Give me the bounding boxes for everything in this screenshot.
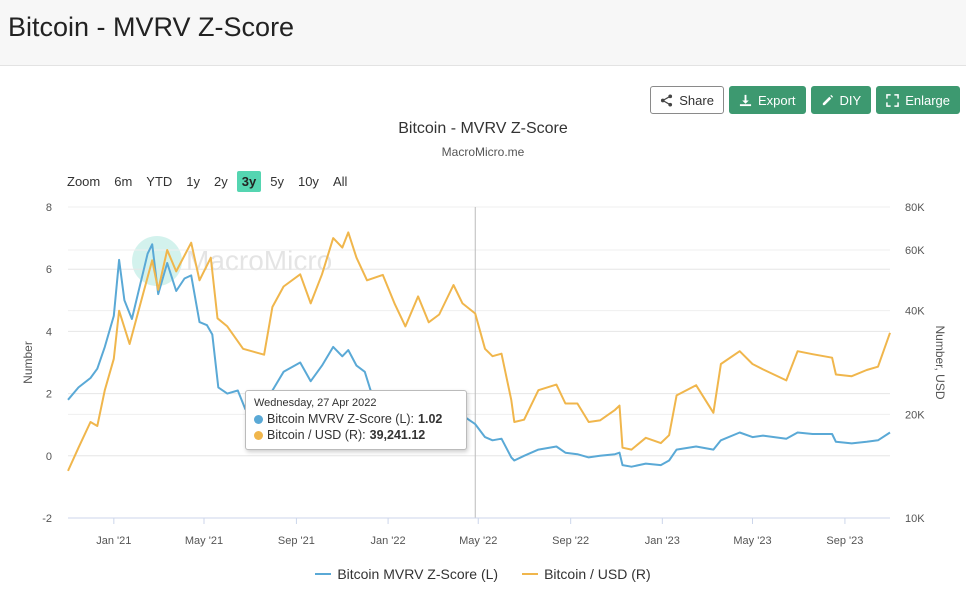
legend-price-label: Bitcoin / USD (R) bbox=[544, 566, 651, 582]
pencil-icon bbox=[822, 94, 833, 105]
export-label: Export bbox=[757, 92, 796, 108]
x-tick-label: Sep '22 bbox=[552, 535, 589, 547]
y-left-tick-label: 8 bbox=[46, 202, 52, 214]
y-right-tick-label: 40K bbox=[905, 306, 925, 318]
y-left-axis-title: Number bbox=[21, 341, 35, 384]
y-left-tick-label: 2 bbox=[46, 389, 52, 401]
tooltip-zscore-label: Bitcoin MVRV Z-Score (L): bbox=[267, 412, 415, 426]
legend-item-price[interactable]: Bitcoin / USD (R) bbox=[522, 566, 651, 582]
chart-legend: Bitcoin MVRV Z-Score (L) Bitcoin / USD (… bbox=[0, 566, 966, 582]
zscore-dot-icon bbox=[254, 414, 263, 424]
zoom-5y-button[interactable]: 5y bbox=[270, 174, 284, 189]
tooltip-row-zscore: Bitcoin MVRV Z-Score (L): 1.02 bbox=[254, 411, 458, 427]
chart-subtitle: MacroMicro.me bbox=[441, 145, 525, 159]
zoom-3y-button[interactable]: 3y bbox=[236, 171, 262, 192]
legend-zscore-label: Bitcoin MVRV Z-Score (L) bbox=[337, 566, 499, 582]
chart-panel bbox=[0, 66, 966, 589]
y-left-tick-label: -2 bbox=[42, 513, 52, 525]
legend-item-zscore[interactable]: Bitcoin MVRV Z-Score (L) bbox=[315, 566, 498, 582]
tooltip-price-label: Bitcoin / USD (R): bbox=[267, 428, 366, 442]
y-left-tick-label: 0 bbox=[46, 451, 52, 463]
zscore-series-line bbox=[67, 243, 891, 468]
x-tick-label: Jan '23 bbox=[645, 535, 680, 547]
x-tick-label: May '21 bbox=[185, 535, 223, 547]
y-right-axis-title: Number, USD bbox=[933, 325, 947, 399]
share-label: Share bbox=[679, 92, 714, 108]
price-legend-line-icon bbox=[522, 573, 539, 575]
expand-icon bbox=[886, 93, 900, 107]
x-tick-label: Jan '22 bbox=[371, 535, 406, 547]
x-tick-label: Sep '21 bbox=[278, 535, 315, 547]
y-left-tick-label: 4 bbox=[46, 326, 52, 338]
x-tick-label: Sep '23 bbox=[826, 535, 863, 547]
diy-button[interactable]: DIY bbox=[810, 86, 872, 114]
series-lines bbox=[67, 231, 891, 472]
tooltip-row-price: Bitcoin / USD (R): 39,241.12 bbox=[254, 427, 458, 443]
price-dot-icon bbox=[254, 430, 263, 440]
chart-toolbar: Share Export DIY Enlarge bbox=[650, 86, 960, 114]
share-icon bbox=[661, 93, 673, 107]
y-right-tick-label: 10K bbox=[905, 513, 925, 525]
zoom-2y-button[interactable]: 2y bbox=[214, 174, 228, 189]
x-tick-label: Jan '21 bbox=[96, 535, 131, 547]
x-tick-label: May '22 bbox=[459, 535, 497, 547]
tooltip-zscore-value: 1.02 bbox=[418, 412, 443, 426]
enlarge-button[interactable]: Enlarge bbox=[876, 86, 960, 114]
chart-tooltip: Wednesday, 27 Apr 2022 Bitcoin MVRV Z-Sc… bbox=[245, 390, 467, 450]
zoom-all-button[interactable]: All bbox=[332, 174, 348, 189]
x-tick-label: May '23 bbox=[733, 535, 771, 547]
chart-title: Bitcoin - MVRV Z-Score bbox=[398, 120, 568, 137]
tooltip-price-value: 39,241.12 bbox=[369, 428, 426, 442]
y-right-tick-label: 20K bbox=[905, 409, 925, 421]
axes: 8 6 4 2 0 -2 80K 60K 40K 20K 10K Jan '21 May '21 Sep … bbox=[21, 202, 947, 547]
zoom-bar: Zoom 6m YTD 1y 2y 3y 5y 10y All bbox=[64, 171, 356, 192]
zoom-1y-button[interactable]: 1y bbox=[186, 174, 201, 189]
export-button[interactable]: Export bbox=[728, 86, 806, 114]
y-right-tick-label: 60K bbox=[905, 245, 925, 257]
share-button[interactable]: Share bbox=[650, 86, 724, 114]
price-series-line bbox=[67, 231, 891, 472]
zoom-ytd-button[interactable]: YTD bbox=[146, 174, 173, 189]
y-right-tick-label: 80K bbox=[905, 202, 925, 214]
zscore-legend-line-icon bbox=[315, 573, 332, 575]
zoom-label: Zoom bbox=[67, 174, 101, 189]
top-bar: Bitcoin - MVRV Z-Score bbox=[0, 0, 966, 66]
grid-lines bbox=[68, 206, 890, 519]
zoom-6m-button[interactable]: 6m bbox=[114, 174, 133, 189]
tooltip-date: Wednesday, 27 Apr 2022 bbox=[254, 397, 377, 409]
y-left-tick-label: 6 bbox=[46, 264, 52, 276]
page-title: Bitcoin - MVRV Z-Score bbox=[8, 12, 295, 42]
diy-label: DIY bbox=[839, 92, 862, 108]
zoom-10y-button[interactable]: 10y bbox=[297, 174, 319, 189]
download-icon bbox=[739, 94, 752, 106]
enlarge-label: Enlarge bbox=[905, 92, 950, 108]
